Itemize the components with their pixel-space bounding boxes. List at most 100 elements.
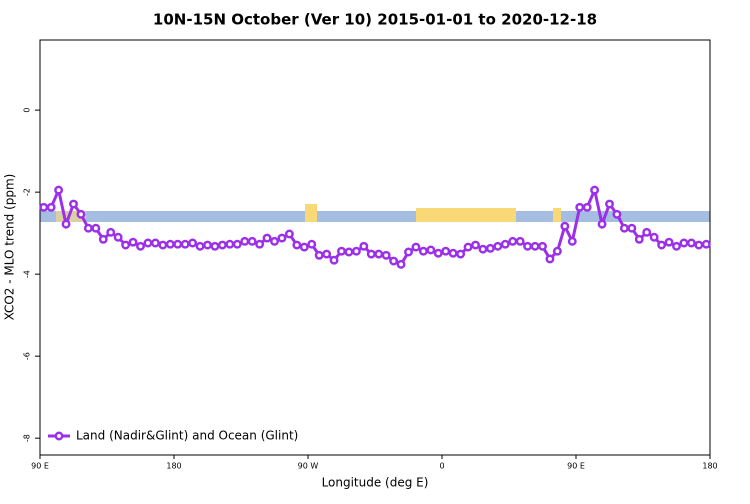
data-point xyxy=(359,241,369,251)
legend-label: Land (Nadir&Glint) and Ocean (Glint) xyxy=(76,429,298,443)
data-point xyxy=(463,242,473,252)
data-point xyxy=(203,240,212,250)
data-point xyxy=(255,239,265,249)
data-point xyxy=(143,238,153,248)
data-point xyxy=(329,255,339,265)
data-point xyxy=(597,219,607,229)
data-point xyxy=(158,240,168,250)
data-point xyxy=(91,223,101,233)
data-point xyxy=(530,241,540,251)
data-point xyxy=(500,239,510,249)
data-point xyxy=(292,240,302,250)
land-band xyxy=(553,208,561,222)
x-tick-label: 90 E xyxy=(567,462,585,471)
legend-marker xyxy=(54,431,64,441)
data-point xyxy=(605,199,614,209)
data-point xyxy=(590,185,600,195)
data-point xyxy=(314,250,324,260)
data-point xyxy=(426,245,436,255)
data-point xyxy=(701,239,711,249)
data-point xyxy=(418,246,428,256)
data-point xyxy=(456,249,466,259)
data-point xyxy=(381,250,391,260)
x-tick-label: 90 E xyxy=(31,462,49,471)
y-tick-label: -4 xyxy=(23,270,32,278)
land-band xyxy=(305,204,317,222)
data-point xyxy=(247,236,257,246)
data-point xyxy=(404,247,413,257)
data-point xyxy=(106,227,116,237)
data-point xyxy=(478,244,488,254)
data-point xyxy=(538,241,547,251)
data-point xyxy=(54,185,64,195)
y-tick-label: -2 xyxy=(23,188,32,196)
y-tick-label: -6 xyxy=(23,352,32,360)
x-tick-label: 0 xyxy=(439,462,444,471)
data-point xyxy=(83,223,93,233)
data-point xyxy=(672,241,681,251)
data-point xyxy=(612,209,622,219)
data-point xyxy=(69,199,78,209)
data-point xyxy=(642,227,652,237)
data-point xyxy=(433,248,443,258)
data-point xyxy=(582,202,592,212)
data-point xyxy=(225,239,235,249)
data-point xyxy=(448,248,458,258)
data-point xyxy=(136,241,145,251)
data-point xyxy=(389,256,399,266)
data-point xyxy=(686,238,696,248)
data-point xyxy=(232,239,242,249)
data-point xyxy=(322,249,332,259)
data-point xyxy=(262,233,272,243)
data-point xyxy=(351,246,361,256)
data-point xyxy=(374,249,384,259)
data-point xyxy=(61,219,71,229)
x-tick-label: 90 W xyxy=(298,462,319,471)
data-point xyxy=(121,240,131,250)
y-tick-label: 0 xyxy=(23,108,32,113)
data-point xyxy=(366,249,376,259)
land-band xyxy=(56,211,86,222)
data-point xyxy=(188,238,198,248)
data-point xyxy=(649,232,659,242)
chart-title: 10N-15N October (Ver 10) 2015-01-01 to 2… xyxy=(153,11,597,29)
data-point xyxy=(523,241,533,251)
data-point xyxy=(552,246,562,256)
data-point xyxy=(567,236,577,246)
data-point xyxy=(545,254,555,264)
map-band xyxy=(40,204,710,222)
data-point xyxy=(441,246,451,256)
data-point xyxy=(173,239,183,249)
data-point xyxy=(128,237,138,247)
data-point xyxy=(694,240,704,250)
data-point xyxy=(560,221,570,231)
data-point xyxy=(113,232,123,242)
data-point xyxy=(98,234,108,244)
data-point xyxy=(240,236,250,246)
x-tick-label: 180 xyxy=(702,462,717,471)
data-point xyxy=(217,240,227,250)
data-point xyxy=(344,247,354,257)
x-tick-label: 180 xyxy=(166,462,181,471)
y-tick-label: -8 xyxy=(23,434,32,442)
data-point xyxy=(270,236,279,246)
data-point xyxy=(679,238,689,248)
data-point xyxy=(165,239,175,249)
data-point xyxy=(210,241,220,251)
data-point xyxy=(195,241,205,251)
land-band xyxy=(416,208,516,222)
data-point xyxy=(284,229,294,239)
data-point xyxy=(277,233,287,243)
data-point xyxy=(307,239,317,249)
data-point xyxy=(634,234,644,244)
data-point xyxy=(485,243,495,253)
data-point xyxy=(657,240,667,250)
data-point xyxy=(508,236,518,246)
data-point xyxy=(180,239,190,249)
data-point xyxy=(575,202,585,212)
data-point xyxy=(493,241,503,251)
y-axis-label: XCO2 - MLO trend (ppm) xyxy=(3,174,17,321)
data-point xyxy=(337,246,346,256)
data-point xyxy=(46,202,56,212)
